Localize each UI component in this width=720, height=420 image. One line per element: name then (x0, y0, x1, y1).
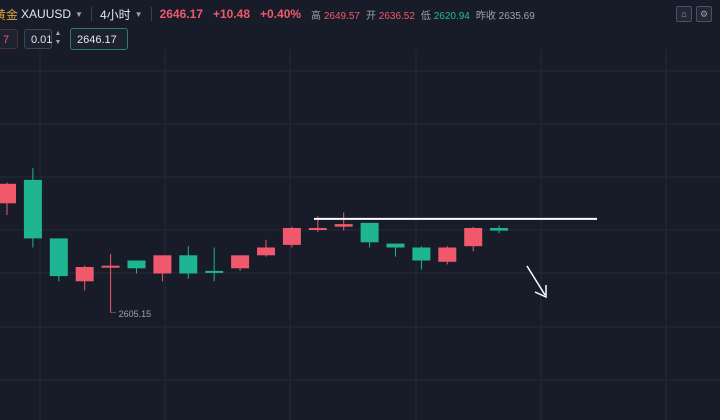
candle-body-down (412, 247, 431, 261)
prev-close-stat: 昨收 2635.69 (476, 7, 535, 22)
candle-body-up (75, 267, 94, 282)
symbol-code: XAUUSD (21, 7, 72, 21)
candle-body-down (205, 270, 224, 273)
candle-body-up (334, 224, 353, 227)
high-value: 2649.57 (323, 10, 360, 22)
chart-type-icon[interactable]: ⌂ (676, 6, 692, 22)
order-price-field[interactable]: 2646.17 (70, 28, 128, 50)
candle-body-up (153, 255, 172, 274)
price-change-percent: +0.40% (260, 7, 302, 21)
candle-body-up (257, 247, 275, 256)
quantity-stepper[interactable]: ▲ ▼ (54, 30, 62, 46)
low-stat: 低 2620.94 (421, 7, 470, 22)
candle-body-down (49, 238, 68, 277)
prev-close-value: 2635.69 (498, 10, 535, 22)
candle-body-up (282, 228, 301, 245)
projection-arrow-shaft (526, 265, 546, 296)
prev-close-label: 昨收 (475, 10, 496, 22)
candle-body-down (179, 255, 198, 274)
candle-body-down (490, 228, 509, 231)
chart-toolbar: ⌂ ⚙ (676, 6, 712, 22)
low-price-annotation: 2605.15 (118, 308, 152, 319)
price-change: +10.48 (212, 7, 250, 21)
quantity-field[interactable]: 0.01 (24, 29, 52, 49)
candle-body-up (308, 228, 327, 230)
high-label: 高 (311, 10, 322, 22)
timeframe-label: 4小时 (99, 7, 131, 22)
chevron-down-icon: ▼ (134, 9, 143, 19)
candle-body-up (464, 228, 483, 247)
order-side-field[interactable]: 7 (0, 29, 18, 49)
last-price: 2646.17 (159, 7, 203, 21)
candle-body-up (438, 247, 457, 262)
candle-body-down (386, 243, 405, 248)
open-stat: 开 2636.52 (366, 7, 415, 22)
open-label: 开 (365, 10, 376, 22)
divider (90, 7, 92, 21)
settings-icon[interactable]: ⚙ (696, 6, 712, 22)
candle-body-down (360, 222, 379, 243)
symbol-cn-name: 黄金 (0, 7, 19, 22)
high-stat: 高 2649.57 (311, 7, 360, 22)
symbol-selector[interactable]: 黄金 XAUUSD ▼ (0, 6, 83, 23)
candle-body-up (0, 183, 16, 204)
projection-arrow-head (534, 285, 547, 299)
symbol-header: 黄金 XAUUSD ▼ 4小时 ▼ 2646.17 +10.48 +0.40% … (0, 0, 720, 28)
candle-body-up (231, 255, 250, 269)
low-label: 低 (420, 10, 431, 22)
candle-body-down (127, 260, 146, 269)
open-value: 2636.52 (378, 10, 415, 22)
candle-body-down (23, 179, 42, 239)
candle-body-up (101, 265, 120, 268)
timeframe-selector[interactable]: 4小时 ▼ (100, 6, 143, 23)
divider (150, 7, 152, 21)
low-value: 2620.94 (433, 10, 470, 22)
chevron-down-icon: ▼ (75, 9, 83, 19)
